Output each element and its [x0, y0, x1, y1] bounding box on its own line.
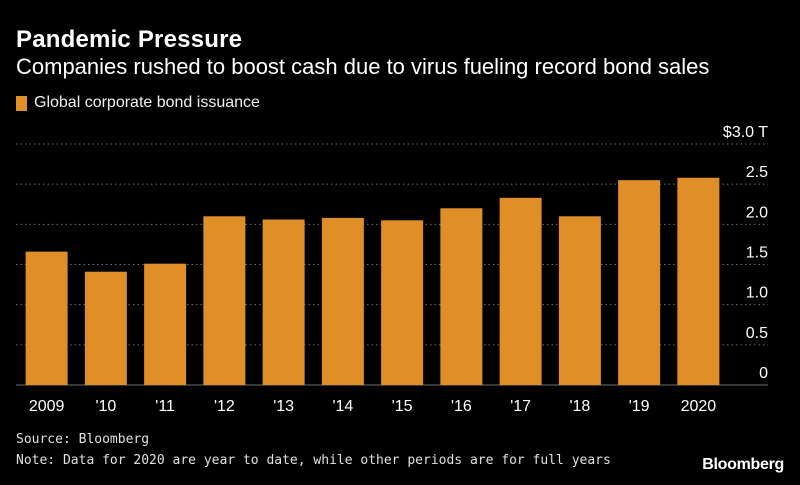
x-tick-label: '17: [510, 398, 531, 415]
bar-5: [321, 217, 364, 385]
y-tick-label: $3.0 T: [723, 124, 768, 141]
bar-3: [203, 216, 246, 385]
x-tick-label: '16: [451, 398, 472, 415]
bar-1: [84, 271, 127, 385]
bar-6: [381, 220, 424, 385]
x-tick-label: '19: [629, 398, 650, 415]
x-tick-label: '13: [273, 398, 294, 415]
x-tick-label: '15: [392, 398, 413, 415]
bar-0: [25, 251, 68, 385]
bar-9: [558, 216, 601, 385]
chart-title: Pandemic Pressure: [16, 26, 243, 53]
bar-11: [677, 177, 720, 385]
legend-swatch: [16, 95, 27, 111]
legend-label: Global corporate bond issuance: [34, 94, 260, 111]
bar-4: [262, 219, 305, 385]
source-note: Source: Bloomberg: [16, 432, 150, 447]
y-tick-label: 0: [759, 365, 768, 382]
y-tick-label: 2.0: [746, 204, 768, 221]
bar-2: [144, 263, 187, 385]
y-tick-label: 1.0: [746, 285, 768, 302]
x-tick-label: '14: [332, 398, 353, 415]
bar-10: [618, 180, 661, 385]
x-tick-label: '18: [569, 398, 590, 415]
y-tick-label: 1.5: [746, 245, 768, 262]
bar-7: [440, 208, 483, 385]
chart-subtitle: Companies rushed to boost cash due to vi…: [16, 54, 710, 79]
y-tick-label: 2.5: [746, 164, 768, 181]
x-tick-label: 2009: [29, 398, 65, 415]
x-tick-label: '12: [214, 398, 235, 415]
x-tick-label: '11: [155, 398, 175, 415]
x-tick-label: 2020: [681, 398, 717, 415]
bloomberg-logo: Bloomberg: [702, 456, 784, 473]
bar-8: [499, 197, 542, 385]
x-tick-label: '10: [95, 398, 116, 415]
footnote: Note: Data for 2020 are year to date, wh…: [16, 453, 611, 468]
y-tick-label: 0.5: [746, 325, 768, 342]
legend: Global corporate bond issuance: [16, 94, 260, 112]
